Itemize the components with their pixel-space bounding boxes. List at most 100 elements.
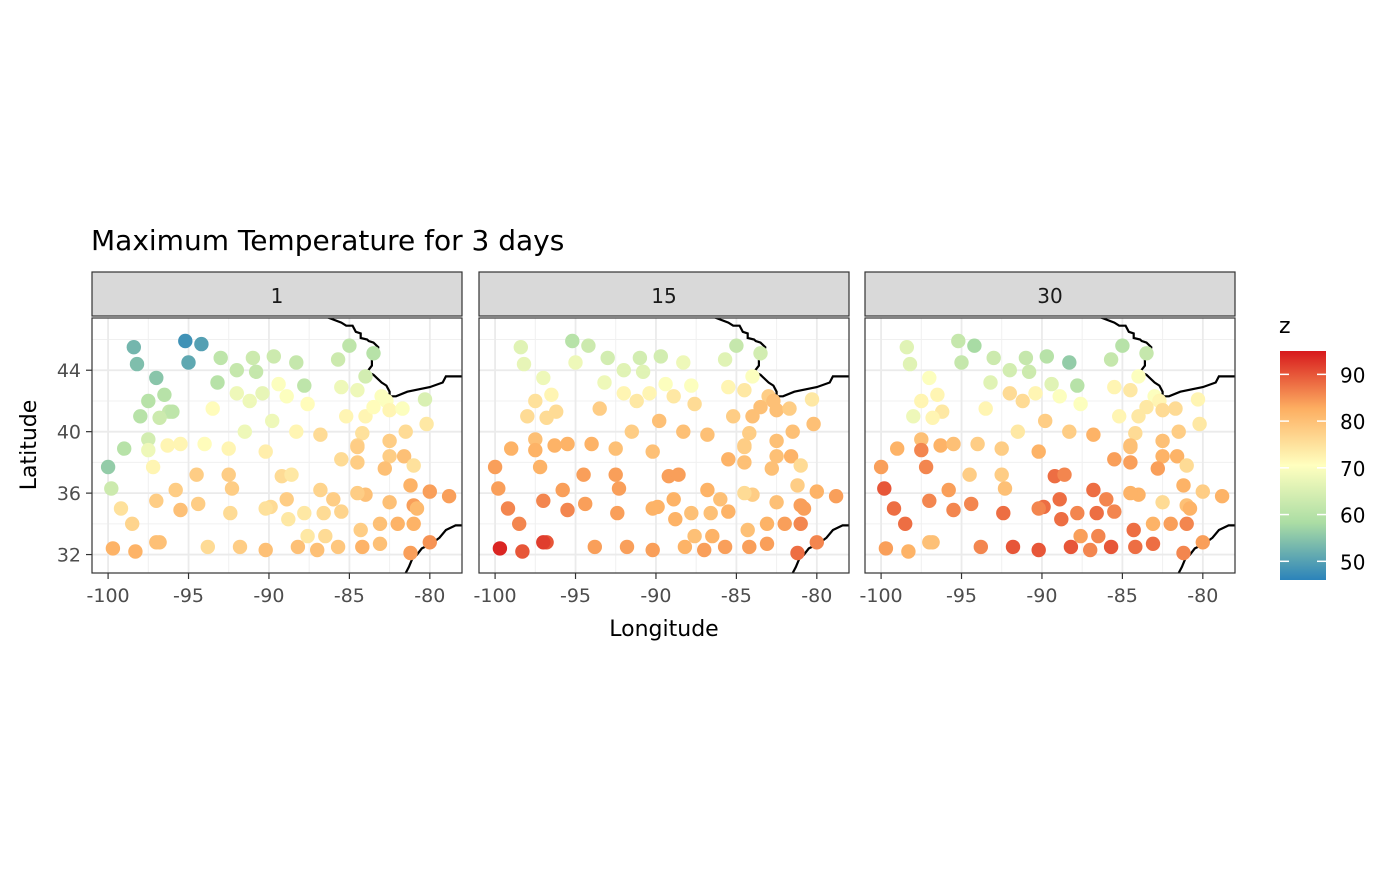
data-point — [382, 433, 397, 449]
data-point — [1083, 542, 1098, 558]
legend-title: z — [1279, 314, 1291, 339]
data-point — [914, 432, 929, 447]
data-point — [560, 436, 575, 452]
data-point — [783, 449, 799, 464]
data-point — [160, 438, 175, 453]
data-point — [279, 389, 294, 404]
data-point — [1031, 501, 1046, 516]
data-point — [1107, 379, 1122, 395]
data-point — [297, 505, 312, 521]
data-point — [1163, 516, 1178, 531]
x-axis-title: Longitude — [609, 617, 718, 642]
data-point — [1028, 386, 1043, 401]
data-point — [492, 541, 508, 556]
data-point — [632, 350, 648, 366]
data-point — [737, 383, 752, 398]
data-point — [592, 401, 607, 416]
data-point — [994, 441, 1009, 456]
data-point — [355, 539, 370, 555]
data-point — [258, 444, 273, 459]
x-tick-label: -95 — [560, 585, 591, 607]
x-tick-label: -85 — [1107, 585, 1138, 607]
data-point — [1107, 452, 1122, 467]
legend-colorbar — [1280, 351, 1326, 580]
data-point — [271, 376, 286, 392]
data-point — [1031, 542, 1046, 558]
legend-tick-label: 70 — [1340, 457, 1365, 481]
data-point — [334, 452, 349, 467]
data-point — [1123, 383, 1138, 398]
data-point — [742, 539, 757, 555]
data-point — [769, 403, 784, 418]
facet-strip — [864, 271, 1236, 317]
facet-strip — [478, 271, 850, 317]
data-point — [790, 545, 805, 561]
data-point — [382, 403, 397, 418]
map-boundary-great-lakes — [1099, 318, 1235, 398]
data-point — [578, 496, 593, 512]
data-point — [666, 389, 681, 404]
data-point — [1190, 392, 1206, 407]
data-point — [951, 333, 966, 349]
data-point — [645, 501, 660, 516]
data-point — [1086, 427, 1101, 442]
panel-border — [478, 317, 850, 574]
data-point — [785, 424, 800, 439]
data-point — [1063, 539, 1079, 555]
data-point — [339, 409, 354, 424]
data-point — [350, 485, 365, 501]
data-point — [334, 504, 349, 519]
data-point — [946, 436, 961, 452]
data-point — [281, 512, 296, 527]
data-point — [565, 333, 580, 349]
data-point — [1015, 393, 1030, 409]
data-point — [173, 502, 188, 518]
data-point — [1099, 492, 1114, 507]
data-point — [796, 501, 812, 516]
x-tick-label: -85 — [721, 585, 752, 607]
data-point — [1214, 489, 1230, 504]
data-point — [645, 444, 660, 459]
data-point — [289, 355, 304, 370]
data-point — [1018, 350, 1034, 366]
x-tick-label: -95 — [946, 585, 977, 607]
data-point — [258, 542, 273, 558]
data-point — [189, 467, 204, 482]
facet-strip-label: 30 — [1037, 284, 1062, 308]
data-point — [1123, 485, 1138, 501]
data-point — [221, 441, 236, 456]
data-point — [954, 355, 969, 370]
data-point — [684, 505, 699, 521]
data-point — [828, 489, 844, 504]
data-point — [128, 544, 143, 559]
data-point — [737, 485, 752, 501]
data-point — [560, 502, 575, 518]
facet-panel-1: 1 -100 -95 -90 -85 -80 32 36 40 44 — [57, 271, 463, 607]
data-point — [608, 441, 623, 456]
data-point — [994, 467, 1009, 482]
panel-plot-area — [92, 318, 462, 573]
data-point — [1052, 389, 1067, 404]
data-point — [973, 539, 988, 555]
data-point — [653, 349, 668, 364]
data-point — [104, 481, 119, 496]
data-point — [964, 496, 979, 512]
data-point — [1005, 539, 1021, 555]
map-boundary-great-lakes — [713, 318, 849, 398]
x-tick-label: -80 — [414, 585, 445, 607]
data-point — [745, 369, 760, 384]
data-point — [532, 459, 548, 475]
facet-strip — [91, 271, 463, 317]
x-tick-label: -100 — [87, 585, 130, 607]
data-point — [390, 516, 405, 531]
x-tick-label: -85 — [334, 585, 365, 607]
data-point — [886, 501, 902, 516]
data-point — [671, 467, 686, 482]
facet-panel-15: 15 -100 -95 -90 -85 -80 — [474, 271, 850, 607]
data-point — [742, 426, 757, 441]
y-tick-label: 40 — [57, 422, 81, 444]
data-point — [152, 410, 167, 425]
data-point — [1126, 522, 1141, 538]
data-point — [790, 478, 805, 493]
legend-tick-label: 60 — [1340, 504, 1365, 528]
